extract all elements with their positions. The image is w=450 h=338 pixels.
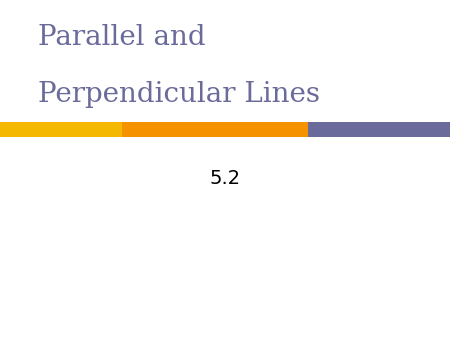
Text: 5.2: 5.2 [209,169,241,188]
Text: Parallel and: Parallel and [38,24,206,51]
Bar [122,122,308,137]
Text: Perpendicular Lines: Perpendicular Lines [38,81,320,108]
Bar [308,122,450,137]
Bar [0,122,122,137]
